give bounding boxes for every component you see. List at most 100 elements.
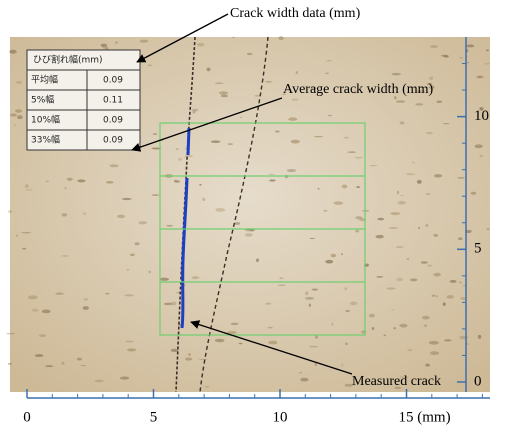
speck	[399, 323, 408, 328]
speck	[474, 144, 483, 149]
arrow	[136, 13, 229, 63]
speck	[421, 315, 430, 320]
speck	[420, 261, 428, 264]
speck	[106, 180, 114, 184]
speck	[45, 180, 49, 183]
speck	[330, 253, 337, 258]
speck	[430, 44, 439, 48]
speck	[426, 82, 433, 86]
speck	[230, 322, 239, 326]
speck	[134, 242, 140, 246]
speck	[66, 177, 73, 181]
speck	[440, 54, 449, 57]
speck	[466, 62, 470, 64]
speck	[347, 151, 357, 153]
speck	[105, 47, 109, 50]
row-label: 5%幅	[31, 94, 54, 106]
speck	[399, 376, 409, 378]
speck	[457, 176, 465, 179]
speck	[396, 190, 399, 195]
row-label: 10%幅	[31, 114, 60, 126]
speck	[121, 197, 132, 201]
speck	[232, 36, 236, 39]
speck	[394, 96, 397, 100]
speck	[433, 233, 439, 237]
row-label: 33%幅	[31, 134, 60, 146]
row-value: 0.09	[103, 76, 123, 86]
speck	[476, 75, 484, 79]
speck	[295, 71, 299, 75]
speck	[220, 94, 229, 98]
table-title: ひび割れ幅(mm)	[33, 54, 103, 66]
speck	[191, 276, 200, 280]
speck	[425, 193, 431, 195]
speck	[308, 303, 311, 308]
speck	[290, 139, 300, 144]
speck	[425, 363, 430, 367]
speck	[214, 82, 224, 84]
speck	[418, 226, 421, 229]
arrow	[190, 320, 353, 375]
speck	[428, 76, 434, 81]
texture	[6, 36, 490, 390]
speck	[268, 173, 275, 176]
speck	[486, 49, 489, 52]
speck	[256, 258, 260, 263]
speck	[484, 62, 490, 65]
speck	[8, 209, 13, 214]
crack	[175, 36, 196, 393]
speck	[305, 291, 309, 296]
speck	[288, 117, 298, 121]
speck	[13, 124, 17, 126]
speck	[304, 297, 315, 300]
speck	[298, 372, 303, 374]
speck	[82, 212, 87, 215]
speck	[117, 214, 126, 219]
speck	[151, 147, 162, 150]
x-tick-label: 5	[150, 409, 158, 425]
speck	[80, 364, 87, 367]
speck	[214, 338, 225, 343]
speck	[82, 306, 89, 310]
speck	[300, 377, 309, 382]
speck	[265, 80, 272, 83]
speck	[428, 85, 435, 89]
speck	[227, 331, 237, 334]
y-tick-label: 10	[474, 108, 489, 124]
speck	[130, 253, 135, 257]
speck	[393, 327, 396, 330]
speck	[383, 334, 387, 337]
speck	[238, 342, 243, 345]
x-tick-label: 15 (mm)	[399, 409, 451, 425]
speck	[442, 123, 450, 125]
speck	[430, 351, 440, 356]
speck	[45, 365, 54, 368]
speck	[166, 224, 174, 227]
speck	[127, 348, 137, 352]
axes: 0 5 10 15 (mm) 0 5 10	[23, 37, 490, 425]
speck	[188, 353, 191, 356]
speck	[436, 294, 439, 298]
speck	[407, 349, 413, 352]
speck	[159, 277, 170, 281]
speck	[269, 179, 276, 182]
speck	[9, 49, 17, 54]
speck	[317, 188, 320, 190]
speck	[371, 327, 375, 331]
speck	[308, 345, 319, 348]
speck	[400, 194, 404, 197]
speck	[325, 72, 329, 75]
speck	[277, 284, 286, 287]
speck	[311, 288, 319, 291]
speck	[254, 94, 260, 97]
speck	[377, 217, 385, 221]
speck	[202, 197, 206, 202]
speck	[406, 258, 410, 260]
speck	[386, 287, 396, 290]
speck	[148, 270, 151, 274]
speck	[341, 253, 344, 256]
speck	[470, 191, 477, 195]
speck	[326, 60, 332, 62]
speck	[267, 326, 273, 329]
speck	[309, 237, 316, 239]
